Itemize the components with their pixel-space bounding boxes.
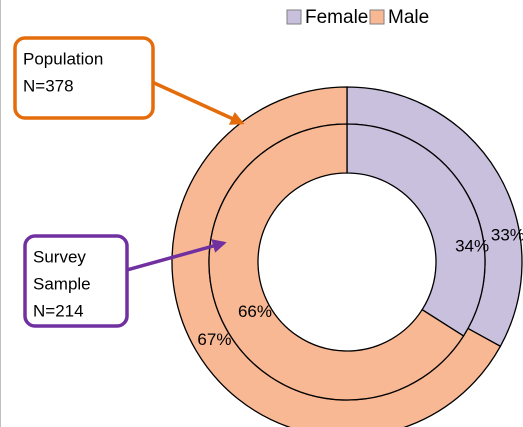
callout-box bbox=[23, 234, 129, 328]
callout-text: Sample bbox=[33, 274, 91, 293]
callout-text: Survey bbox=[33, 247, 86, 266]
legend-label: Male bbox=[388, 7, 429, 28]
data-label: 66% bbox=[238, 302, 272, 321]
data-label: 33% bbox=[491, 225, 523, 244]
donut-segment bbox=[346, 123, 486, 337]
callout-text: N=214 bbox=[33, 301, 84, 320]
data-label: 67% bbox=[197, 330, 231, 349]
legend-label: Female bbox=[305, 7, 368, 28]
callout-arrow bbox=[151, 80, 245, 125]
legend-swatch bbox=[369, 9, 385, 25]
callout-arrow bbox=[126, 239, 227, 272]
callout-box bbox=[13, 36, 155, 120]
legend-swatch bbox=[286, 9, 302, 25]
donut-segment bbox=[208, 123, 465, 401]
callout-text: N=378 bbox=[23, 76, 74, 95]
callout-text: Population bbox=[23, 49, 103, 68]
data-label: 34% bbox=[455, 237, 489, 256]
